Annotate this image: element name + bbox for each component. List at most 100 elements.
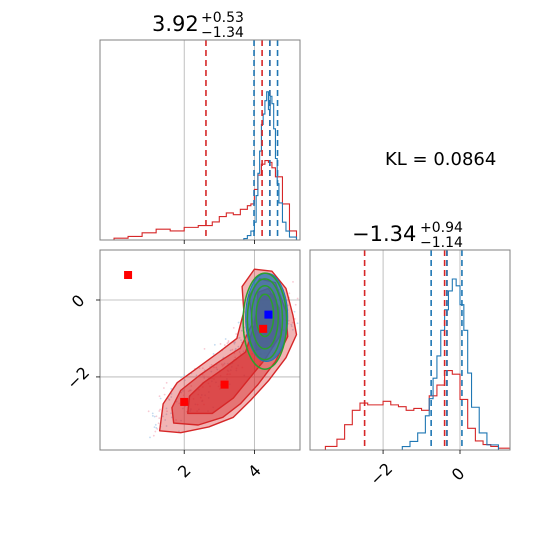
red-histogram-param2 bbox=[310, 370, 510, 450]
scatter-sample-dot bbox=[287, 319, 290, 322]
scatter-sample-dot bbox=[300, 285, 302, 287]
scatter-sample-dot bbox=[220, 363, 223, 366]
scatter-sample-dot bbox=[234, 347, 237, 350]
blue-square-marker bbox=[264, 310, 273, 319]
scatter-sample-dot bbox=[213, 366, 215, 369]
scatter-sample-dot bbox=[154, 423, 157, 426]
scatter-sample-dot bbox=[151, 412, 154, 415]
scatter-sample-dot bbox=[203, 376, 206, 379]
scatter-sample-dot bbox=[296, 297, 299, 300]
scatter-sample-dot bbox=[221, 364, 224, 367]
blue-histogram-param2 bbox=[390, 278, 500, 450]
param1-title-minus: −1.34 bbox=[201, 25, 244, 41]
scatter-sample-dot bbox=[226, 342, 229, 345]
scatter-sample-dot bbox=[175, 400, 178, 403]
x-tick-label: 4 bbox=[244, 461, 265, 482]
scatter-sample-dot bbox=[165, 407, 168, 410]
scatter-sample-dot bbox=[178, 402, 181, 405]
scatter-sample-dot bbox=[165, 425, 168, 427]
scatter-sample-dot bbox=[223, 344, 226, 346]
scatter-sample-dot bbox=[147, 410, 150, 413]
scatter-sample-dot bbox=[242, 350, 245, 353]
scatter-sample-dot bbox=[239, 353, 242, 355]
scatter-sample-dot bbox=[178, 430, 180, 433]
param1-title-plus: +0.53 bbox=[201, 10, 244, 26]
scatter-sample-dot bbox=[153, 426, 156, 429]
scatter-sample-dot bbox=[183, 379, 186, 382]
scatter-sample-dot bbox=[240, 329, 243, 332]
blue-histogram-param1 bbox=[240, 91, 298, 240]
scatter-sample-dot bbox=[170, 412, 172, 415]
scatter-sample-dot bbox=[210, 363, 213, 366]
scatter-sample-dot bbox=[149, 436, 151, 439]
scatter-sample-dot bbox=[232, 326, 235, 329]
green-contour bbox=[246, 278, 284, 361]
scatter-sample-dot bbox=[224, 338, 227, 340]
scatter-sample-dot bbox=[222, 363, 225, 366]
scatter-sample-dot bbox=[170, 396, 173, 398]
param2-title-minus: −1.14 bbox=[420, 235, 463, 251]
scatter-sample-dot bbox=[170, 392, 173, 395]
scatter-sample-dot bbox=[157, 422, 160, 425]
panel2-frame bbox=[99, 249, 301, 451]
scatter-sample-dot bbox=[152, 434, 155, 437]
scatter-sample-dot bbox=[240, 339, 242, 342]
scatter-sample-dot bbox=[180, 376, 182, 379]
scatter-sample-dot bbox=[288, 292, 291, 295]
scatter-sample-dot bbox=[296, 322, 299, 325]
scatter-sample-dot bbox=[158, 417, 161, 420]
scatter-sample-dot bbox=[290, 325, 293, 328]
x-tick-label: 2 bbox=[174, 461, 195, 482]
scatter-sample-dot bbox=[203, 375, 206, 378]
scatter-sample-dot bbox=[180, 419, 182, 422]
scatter-sample-dot bbox=[293, 310, 296, 313]
param1-title: 3.92 +0.53 −1.34 bbox=[152, 10, 244, 41]
scatter-sample-dot bbox=[168, 398, 171, 401]
scatter-sample-dot bbox=[294, 303, 297, 306]
scatter-sample-dot bbox=[213, 343, 216, 346]
scatter-sample-dot bbox=[238, 336, 241, 339]
green-contour bbox=[242, 272, 288, 370]
scatter-sample-dot bbox=[235, 333, 238, 335]
scatter-sample-dot bbox=[231, 348, 234, 351]
scatter-sample-dot bbox=[216, 368, 219, 371]
scatter-sample-dot bbox=[237, 345, 240, 348]
scatter-sample-dot bbox=[163, 387, 165, 389]
scatter-sample-dot bbox=[308, 312, 310, 314]
scatter-sample-dot bbox=[201, 367, 204, 370]
y-tick-label: 0 bbox=[68, 291, 89, 312]
scatter-sample-dot bbox=[170, 416, 173, 419]
scatter-sample-dot bbox=[237, 321, 240, 324]
scatter-sample-dot bbox=[219, 343, 222, 345]
scatter-sample-dot bbox=[163, 393, 166, 396]
y-tick-label: −2 bbox=[63, 363, 93, 393]
scatter-sample-dot bbox=[153, 415, 156, 418]
scatter-sample-dot bbox=[181, 407, 184, 410]
marginal-param2-panel: −2 0 bbox=[309, 249, 511, 489]
scatter-sample-dot bbox=[154, 430, 157, 433]
scatter-sample-dot bbox=[187, 390, 190, 393]
panel1-frame bbox=[99, 39, 301, 241]
green-contour bbox=[255, 293, 275, 338]
scatter-sample-dot bbox=[183, 374, 186, 376]
scatter-sample-dot bbox=[291, 328, 294, 331]
scatter-sample-dot bbox=[229, 349, 232, 352]
scatter-sample-dot bbox=[175, 419, 178, 421]
panel3-frame bbox=[309, 249, 511, 451]
scatter-sample-dot bbox=[291, 321, 294, 324]
scatter-sample-dot bbox=[227, 339, 230, 342]
scatter-sample-dot bbox=[159, 397, 162, 400]
scatter-sample-dot bbox=[165, 413, 168, 416]
red-histogram-param1 bbox=[100, 160, 298, 240]
scatter-sample-dot bbox=[190, 385, 193, 387]
scatter-sample-dot bbox=[234, 356, 237, 359]
green-contour bbox=[250, 285, 279, 350]
scatter-sample-dot bbox=[162, 415, 164, 418]
scatter-sample-dot bbox=[292, 281, 294, 283]
scatter-sample-dot bbox=[166, 410, 168, 413]
red-square-marker bbox=[180, 397, 189, 406]
scatter-sample-dot bbox=[233, 342, 236, 345]
scatter-sample-dot bbox=[180, 391, 183, 394]
joint-panel: 2 4 −2 0 bbox=[63, 249, 310, 482]
